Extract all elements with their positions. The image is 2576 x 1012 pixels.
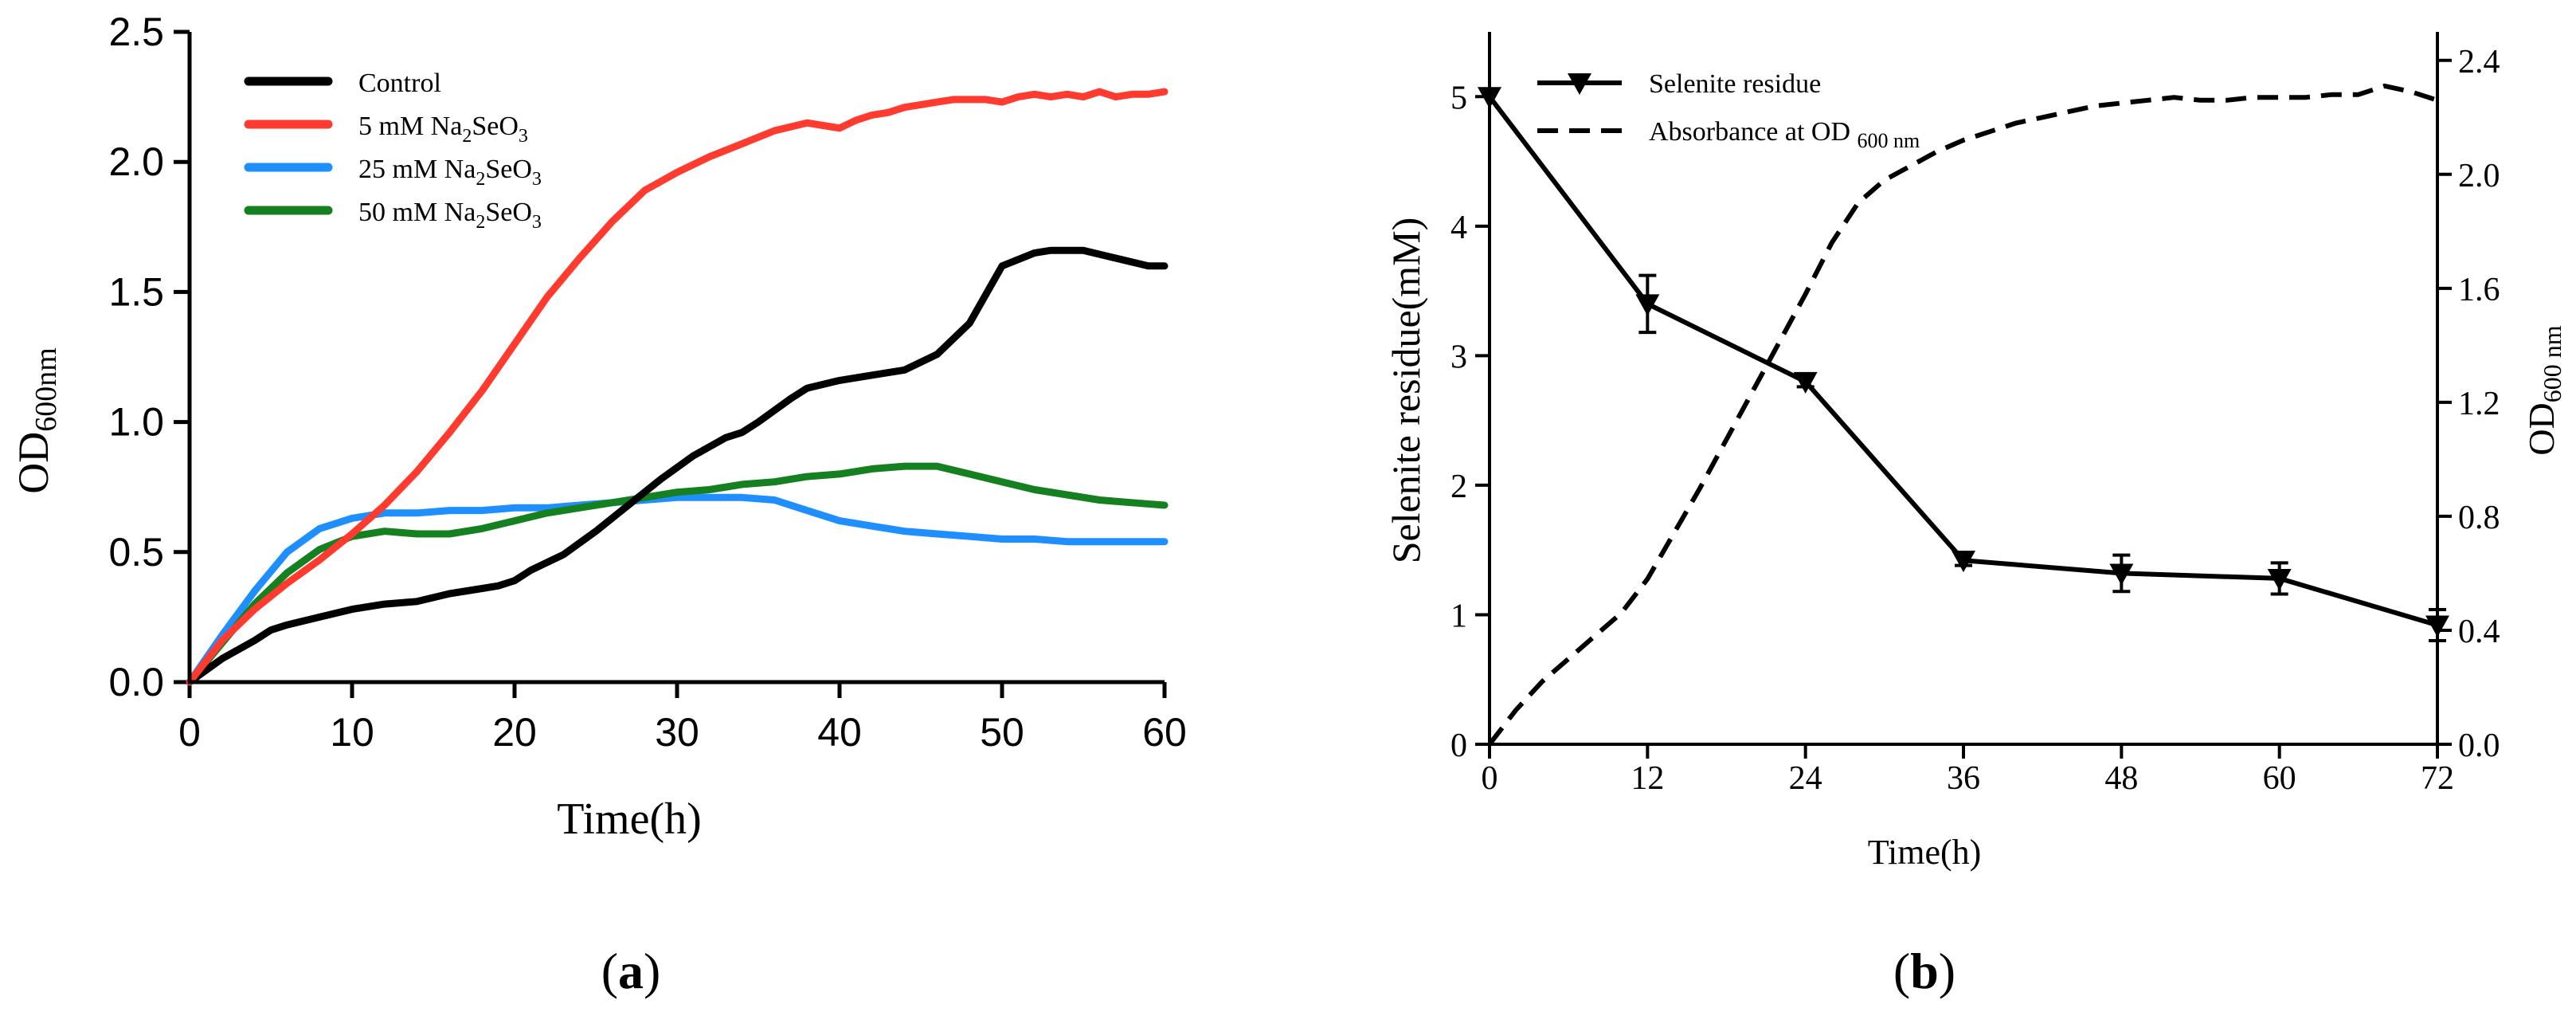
chart-a-y-tick-label: 0.0 bbox=[108, 660, 164, 704]
chart-a: 0.0 0.5 1.0 1.5 2.0 2.5 0 10 20 30 40 50 60 Control 5… bbox=[10, 10, 1187, 999]
chart-a-legend-label-1: 5 mM Na2SeO3 bbox=[358, 112, 528, 147]
chart-b-legend-label-1-part-1: 600 nm bbox=[1858, 129, 1920, 152]
panel-label-a-open: ( bbox=[601, 943, 618, 999]
chart-b-x-tick-label: 36 bbox=[1947, 760, 1980, 797]
chart-b-left-y-tick-label: 4 bbox=[1450, 210, 1467, 246]
chart-a-lines bbox=[186, 88, 1169, 686]
chart-a-legend-label-3: 50 mM Na2SeO3 bbox=[358, 198, 542, 233]
chart-b-point-3 bbox=[1952, 551, 1975, 573]
chart-b-x-tick-label: 24 bbox=[1789, 760, 1822, 797]
chart-a-legend-label-2: 25 mM Na2SeO3 bbox=[358, 155, 542, 190]
chart-b-left-y-axis-label: Selenite residue(mM) bbox=[1384, 218, 1428, 564]
chart-b-legend-label-1: Absorbance at OD 600 nm bbox=[1649, 117, 1920, 152]
chart-a-legend-label-3-part-3: 3 bbox=[532, 212, 542, 233]
chart-a-x-tick-label: 40 bbox=[817, 710, 862, 755]
chart-a-legend-label-0: Control bbox=[358, 69, 441, 98]
chart-a-x-tick-label: 60 bbox=[1142, 710, 1187, 755]
chart-a-x-tick-label: 20 bbox=[492, 710, 537, 755]
chart-a-y-tick-label: 1.5 bbox=[108, 269, 164, 314]
chart-b-legend: Selenite residue Absorbance at OD 600 nm bbox=[1537, 69, 1920, 152]
chart-a-x-tick-label: 0 bbox=[178, 710, 201, 755]
chart-b-left-y-tick-label: 0 bbox=[1450, 728, 1467, 764]
chart-a-series-line-1 bbox=[186, 88, 1169, 686]
chart-a-legend-label-3-part-1: 2 bbox=[476, 212, 485, 233]
chart-b-left-y-tick-label: 1 bbox=[1450, 598, 1467, 634]
chart-b-legend-label-1-part-0: Absorbance at OD bbox=[1649, 117, 1858, 147]
chart-a-y-tick-label: 1.0 bbox=[108, 400, 164, 445]
chart-a-y-axis-label-main: OD bbox=[10, 432, 57, 494]
chart-b-x-tick-label: 12 bbox=[1631, 760, 1664, 797]
chart-a-legend-label-1-part-1: 2 bbox=[462, 126, 472, 147]
chart-b-right-y-axis-label-main: OD bbox=[2521, 402, 2562, 455]
chart-a-ticks: 0.0 0.5 1.0 1.5 2.0 2.5 0 10 20 30 40 50 60 bbox=[108, 10, 1186, 755]
chart-b-x-axis-label: Time(h) bbox=[1868, 833, 1982, 872]
chart-b-point-2 bbox=[1793, 371, 1818, 394]
panel-label-b-letter: b bbox=[1910, 943, 1939, 999]
chart-b-right-y-tick-label: 2.0 bbox=[2458, 158, 2500, 194]
chart-b-x-tick-label: 0 bbox=[1482, 760, 1498, 797]
chart-a-x-tick-label: 30 bbox=[655, 710, 699, 755]
chart-b-point-5 bbox=[2267, 568, 2292, 590]
chart-b-x-tick-label: 72 bbox=[2421, 760, 2454, 797]
panel-label-a-letter: a bbox=[618, 943, 644, 999]
chart-b-x-tick-label: 48 bbox=[2104, 760, 2138, 797]
panel-label-b-close: ) bbox=[1939, 943, 1955, 999]
chart-b-right-y-tick-label: 0.4 bbox=[2458, 614, 2500, 650]
panel-label-a: (a) bbox=[601, 943, 661, 999]
chart-a-legend-label-2-part-2: SeO bbox=[485, 155, 532, 184]
chart-a-y-tick-label: 2.0 bbox=[108, 139, 164, 184]
chart-b-right-y-tick-label: 1.6 bbox=[2458, 272, 2500, 308]
chart-b-right-y-axis-label-sub: 600 nm bbox=[2538, 325, 2566, 402]
chart-a-legend-label-1-part-3: 3 bbox=[519, 126, 528, 147]
chart-b-right-y-tick-label: 0.8 bbox=[2458, 500, 2500, 536]
panel-label-a-close: ) bbox=[644, 943, 660, 999]
panel-label-b: (b) bbox=[1893, 943, 1955, 999]
chart-a-legend-label-2-part-0: 25 mM Na bbox=[358, 155, 476, 184]
chart-a-legend-label-1-part-0: 5 mM Na bbox=[358, 112, 462, 141]
chart-a-y-axis-label: OD600nm bbox=[10, 347, 63, 494]
chart-b-right-y-tick-label: 0.0 bbox=[2458, 728, 2500, 764]
chart-b-legend-label-0-part-0: Selenite residue bbox=[1649, 69, 1821, 99]
chart-b-point-1 bbox=[1635, 294, 1660, 316]
chart-a-legend-label-3-part-2: SeO bbox=[485, 198, 532, 227]
chart-a-y-tick-label: 0.5 bbox=[108, 530, 164, 575]
chart-b-point-4 bbox=[2109, 563, 2134, 586]
chart-b-legend-label-0: Selenite residue bbox=[1649, 69, 1821, 99]
chart-b-x-tick-label: 60 bbox=[2263, 760, 2296, 797]
chart-b-right-y-axis-label: OD600 nm bbox=[2521, 325, 2566, 455]
chart-a-x-tick-label: 10 bbox=[330, 710, 374, 755]
chart-a-series-line-2 bbox=[186, 493, 1169, 686]
chart-a-legend-label-1-part-2: SeO bbox=[472, 112, 519, 141]
chart-b-left-y-tick-label: 2 bbox=[1450, 469, 1467, 505]
chart-b-left-y-tick-label: 3 bbox=[1450, 339, 1467, 375]
chart-a-x-axis-label: Time(h) bbox=[557, 794, 702, 844]
chart-a-legend-label-0-part-0: Control bbox=[358, 69, 441, 98]
chart-a-legend-label-2-part-1: 2 bbox=[476, 169, 485, 190]
chart-b-series-line-1 bbox=[1487, 83, 2438, 746]
chart-b-right-y-tick-label: 1.2 bbox=[2458, 386, 2500, 422]
chart-b-left-y-tick-label: 5 bbox=[1450, 80, 1467, 116]
chart-a-legend-label-2-part-3: 3 bbox=[532, 169, 542, 190]
chart-a-y-tick-label: 2.5 bbox=[108, 10, 164, 54]
chart-a-legend-label-3-part-0: 50 mM Na bbox=[358, 198, 476, 227]
chart-a-series-line-0 bbox=[186, 246, 1169, 686]
chart-a-x-tick-label: 50 bbox=[980, 710, 1024, 755]
chart-a-y-axis-label-sub: 600nm bbox=[29, 347, 63, 432]
chart-b-right-y-tick-label: 2.4 bbox=[2458, 44, 2500, 80]
panel-label-b-open: ( bbox=[1893, 943, 1910, 999]
chart-b-legend-marker-0 bbox=[1568, 73, 1591, 95]
